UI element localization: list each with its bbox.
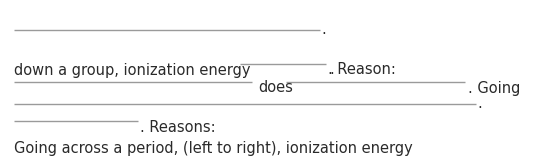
Text: . Reason:: . Reason: xyxy=(328,62,396,77)
Text: . Going: . Going xyxy=(468,80,521,96)
Text: .: . xyxy=(329,62,334,77)
Text: .: . xyxy=(321,23,326,38)
Text: down a group, ionization energy: down a group, ionization energy xyxy=(14,62,251,77)
Text: does: does xyxy=(258,80,293,96)
Text: . Reasons:: . Reasons: xyxy=(140,120,215,134)
Text: .: . xyxy=(477,97,482,112)
Text: Going across a period, (left to right), ionization energy: Going across a period, (left to right), … xyxy=(14,140,413,155)
